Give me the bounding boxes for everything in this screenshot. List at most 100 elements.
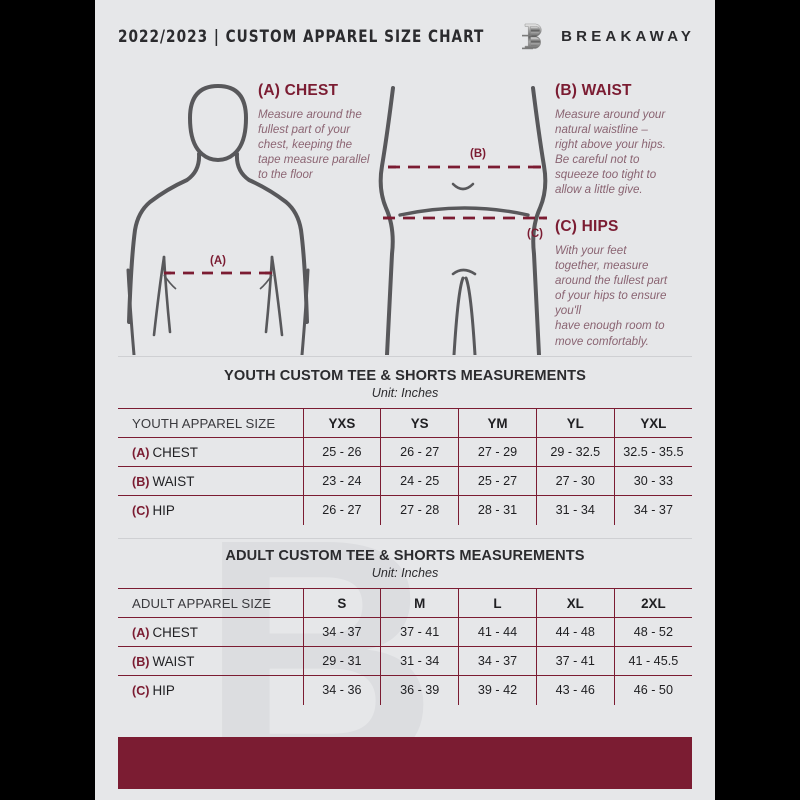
adult-col-3: L <box>458 588 537 618</box>
youth-waist-yxl: 30 - 33 <box>613 466 692 496</box>
youth-waist-ys: 24 - 25 <box>380 466 459 496</box>
adult-row-header-label: ADULT APPAREL SIZE <box>118 588 303 618</box>
adult-hip-l: 39 - 42 <box>458 675 537 705</box>
adult-row-label-waist: (B) WAIST <box>118 646 303 676</box>
row-name: CHEST <box>152 624 198 640</box>
table-header-row: YOUTH APPAREL SIZE YXS YS YM YL YXL <box>118 408 692 438</box>
adult-col-5: 2XL <box>613 588 692 618</box>
youth-chest-yl: 29 - 32.5 <box>535 437 615 467</box>
info-body-chest: Measure around the fullest part of your … <box>258 108 370 182</box>
info-block-chest: (A) CHEST Measure around the fullest par… <box>258 82 393 182</box>
adult-waist-xl: 37 - 41 <box>535 646 615 676</box>
footer-bar <box>118 737 692 789</box>
table-row: (A) CHEST 34 - 37 37 - 41 41 - 44 44 - 48… <box>118 617 692 647</box>
row-name: HIP <box>152 682 175 698</box>
adult-waist-l: 34 - 37 <box>458 646 537 676</box>
info-block-waist: (B) WAIST Measure around your natural wa… <box>555 82 695 198</box>
page-header: 2022/2023 | CUSTOM APPAREL SIZE CHART <box>95 0 715 72</box>
section-divider-adult <box>118 538 692 539</box>
adult-col-1: S <box>302 588 381 618</box>
navel-icon <box>451 182 475 191</box>
adult-col-4: XL <box>535 588 615 618</box>
table-row: (C) HIP 26 - 27 27 - 28 28 - 31 31 - 34 3… <box>118 495 692 525</box>
row-tag: (A) <box>132 445 150 460</box>
youth-hip-ys: 27 - 28 <box>380 495 459 525</box>
torso-front-silhouette-icon <box>126 84 310 355</box>
row-tag: (A) <box>132 625 150 640</box>
adult-waist-m: 31 - 34 <box>380 646 459 676</box>
adult-measurements-section: ADULT CUSTOM TEE & SHORTS MEASUREMENTS U… <box>118 548 692 705</box>
adult-chest-2xl: 48 - 52 <box>613 617 692 647</box>
adult-row-label-hip: (C) HIP <box>118 675 303 705</box>
adult-col-2: M <box>380 588 459 618</box>
youth-row-label-waist: (B) WAIST <box>118 466 303 496</box>
page-title: 2022/2023 | CUSTOM APPAREL SIZE CHART <box>118 26 485 46</box>
table-row: (B) WAIST 23 - 24 24 - 25 25 - 27 27 - 30… <box>118 466 692 496</box>
section-divider-youth <box>118 356 692 357</box>
row-name: WAIST <box>152 653 195 669</box>
youth-col-1: YXS <box>302 408 381 438</box>
adult-chest-m: 37 - 41 <box>380 617 459 647</box>
youth-hip-yl: 31 - 34 <box>535 495 615 525</box>
youth-hip-ym: 28 - 31 <box>458 495 537 525</box>
body-figures: (A) (B) <box>126 84 548 355</box>
youth-hip-yxl: 34 - 37 <box>613 495 692 525</box>
adult-chest-s: 34 - 37 <box>302 617 381 647</box>
waist-marker-label: (B) <box>470 148 486 160</box>
row-tag: (B) <box>132 474 150 489</box>
youth-col-4: YL <box>535 408 615 438</box>
youth-waist-yxs: 23 - 24 <box>302 466 381 496</box>
row-tag: (B) <box>132 654 150 669</box>
youth-chest-ys: 26 - 27 <box>380 437 459 467</box>
row-tag: (C) <box>132 683 150 698</box>
row-name: CHEST <box>152 444 198 460</box>
hips-front-silhouette-icon <box>378 86 548 355</box>
youth-chest-ym: 27 - 29 <box>458 437 537 467</box>
adult-hip-s: 34 - 36 <box>302 675 381 705</box>
row-tag: (C) <box>132 503 150 518</box>
youth-size-table: YOUTH APPAREL SIZE YXS YS YM YL YXL (A) C… <box>118 408 692 525</box>
adult-row-label-chest: (A) CHEST <box>118 617 303 647</box>
chest-marker-label: (A) <box>210 255 226 267</box>
adult-hip-xl: 43 - 46 <box>535 675 615 705</box>
youth-col-5: YXL <box>613 408 692 438</box>
youth-row-header-label: YOUTH APPAREL SIZE <box>118 408 303 438</box>
brand-block: BREAKAWAY <box>516 19 695 53</box>
adult-chest-l: 41 - 44 <box>458 617 537 647</box>
info-heading-waist: (B) WAIST <box>555 82 632 99</box>
adult-chest-xl: 44 - 48 <box>535 617 615 647</box>
adult-table-unit: Unit: Inches <box>371 566 439 580</box>
adult-table-title: ADULT CUSTOM TEE & SHORTS MEASUREMENTS <box>225 548 585 564</box>
info-block-hips: (C) HIPS With your feet together, measur… <box>555 218 695 349</box>
adult-hip-m: 36 - 39 <box>380 675 459 705</box>
youth-chest-yxs: 25 - 26 <box>302 437 381 467</box>
table-row: (C) HIP 34 - 36 36 - 39 39 - 42 43 - 46 4… <box>118 675 692 705</box>
adult-hip-2xl: 46 - 50 <box>613 675 692 705</box>
brand-name: BREAKAWAY <box>561 27 696 45</box>
row-name: WAIST <box>152 473 195 489</box>
youth-row-label-chest: (A) CHEST <box>118 437 303 467</box>
youth-col-2: YS <box>380 408 459 438</box>
adult-waist-s: 29 - 31 <box>302 646 381 676</box>
info-body-waist: Measure around your natural waistline – … <box>555 108 666 197</box>
youth-measurements-section: YOUTH CUSTOM TEE & SHORTS MEASUREMENTS U… <box>118 368 692 525</box>
info-heading-chest: (A) CHEST <box>258 82 339 99</box>
info-body-hips: With your feet together, measure around … <box>555 244 668 348</box>
youth-row-label-hip: (C) HIP <box>118 495 303 525</box>
youth-table-unit: Unit: Inches <box>371 386 439 400</box>
table-header-row: ADULT APPAREL SIZE S M L XL 2XL <box>118 588 692 618</box>
adult-waist-2xl: 41 - 45.5 <box>613 646 692 676</box>
youth-table-title: YOUTH CUSTOM TEE & SHORTS MEASUREMENTS <box>224 368 586 384</box>
youth-hip-yxs: 26 - 27 <box>302 495 381 525</box>
size-chart-page: B 2022/2023 | CUSTOM APPAREL SIZE CHART <box>95 0 715 800</box>
breakaway-b-monogram-icon <box>522 23 542 50</box>
table-row: (A) CHEST 25 - 26 26 - 27 27 - 29 29 - 32… <box>118 437 692 467</box>
table-row: (B) WAIST 29 - 31 31 - 34 34 - 37 37 - 41… <box>118 646 692 676</box>
row-name: HIP <box>152 502 175 518</box>
measurement-diagram: (A) (B) <box>95 70 715 355</box>
youth-chest-yxl: 32.5 - 35.5 <box>613 437 692 467</box>
hip-marker-label: (C) <box>527 228 543 240</box>
youth-col-3: YM <box>458 408 537 438</box>
youth-waist-yl: 27 - 30 <box>535 466 615 496</box>
youth-waist-ym: 25 - 27 <box>458 466 537 496</box>
